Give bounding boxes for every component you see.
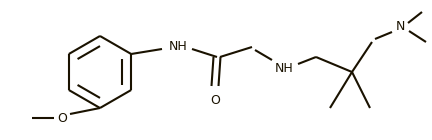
Text: NH: NH [168, 40, 187, 53]
Text: O: O [210, 94, 220, 107]
Text: N: N [395, 20, 405, 33]
Text: NH: NH [275, 61, 293, 74]
Text: O: O [57, 111, 67, 124]
